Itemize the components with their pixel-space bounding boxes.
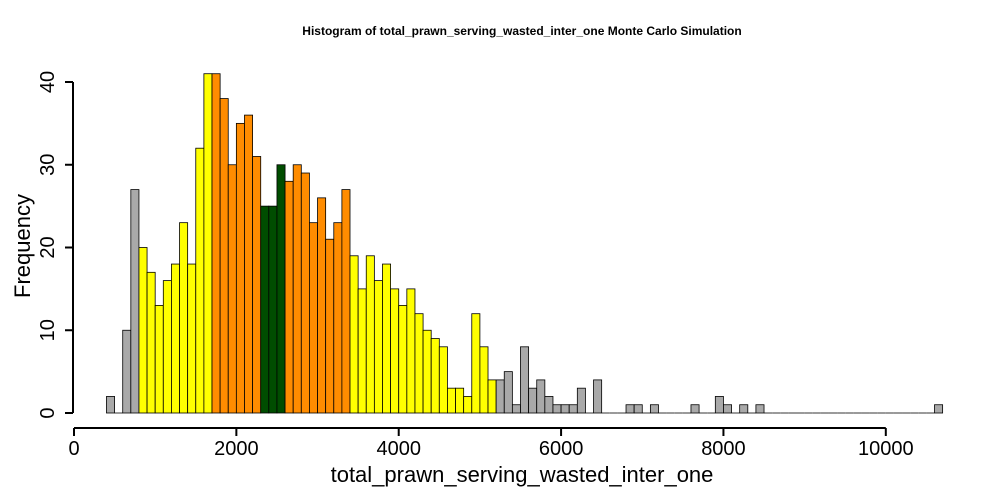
x-axis-label: total_prawn_serving_wasted_inter_one <box>331 462 714 487</box>
histogram-bar <box>568 404 578 414</box>
x-tick-label: 4000 <box>376 438 421 460</box>
histogram-bar <box>211 73 221 414</box>
histogram-bar <box>414 313 424 414</box>
histogram-bar <box>495 379 505 414</box>
histogram-bar <box>195 147 205 414</box>
histogram-bar <box>438 346 448 414</box>
histogram-bar <box>130 189 140 414</box>
histogram-bar <box>292 164 302 414</box>
histogram-bar <box>300 172 310 414</box>
histogram-bar <box>341 189 351 414</box>
y-tick-label: 40 <box>37 71 59 93</box>
histogram-bar <box>260 205 270 414</box>
histogram-bar <box>154 305 164 414</box>
histogram-bar <box>106 396 115 414</box>
bars-group <box>106 73 944 414</box>
histogram-bar <box>244 114 253 414</box>
y-axis: 0 10 20 30 40 <box>37 71 74 419</box>
histogram-bar <box>325 238 335 414</box>
histogram-bar <box>593 379 603 414</box>
histogram-bar <box>463 396 473 414</box>
histogram-bar <box>227 164 237 414</box>
x-tick-label: 2000 <box>214 438 259 460</box>
histogram-bar <box>576 387 586 414</box>
histogram-bar <box>536 379 546 414</box>
histogram-bar <box>373 280 383 414</box>
histogram-bar <box>138 247 148 414</box>
histogram-bar <box>511 404 521 414</box>
x-tick-label: 8000 <box>701 438 746 460</box>
histogram-bar <box>528 387 538 414</box>
histogram-bar <box>723 404 732 414</box>
x-tick-label: 0 <box>68 438 79 460</box>
histogram-bar <box>560 404 570 414</box>
histogram-bar <box>455 387 465 414</box>
histogram-bar <box>382 263 392 414</box>
histogram-bar <box>390 288 400 414</box>
histogram-bar <box>447 387 456 414</box>
chart-title: Histogram of total_prawn_serving_wasted_… <box>302 24 741 38</box>
histogram-bar <box>739 404 749 414</box>
histogram-bar <box>520 346 530 414</box>
x-tick-label: 10000 <box>858 438 914 460</box>
histogram-bar <box>649 404 659 414</box>
histogram-bar <box>179 222 189 414</box>
y-tick-label: 0 <box>37 407 59 418</box>
histogram-bar <box>544 396 554 414</box>
histogram-bar <box>365 255 375 414</box>
histogram-bar <box>162 280 172 414</box>
histogram-bar <box>503 371 513 414</box>
histogram-bar <box>479 346 489 414</box>
histogram-bar <box>471 313 481 414</box>
x-axis: 0 2000 4000 6000 8000 10000 <box>68 427 914 460</box>
histogram-bar <box>203 73 213 414</box>
histogram-bar <box>268 205 278 414</box>
histogram-bar <box>187 263 197 414</box>
histogram-bar <box>398 305 408 414</box>
histogram-bar <box>122 329 132 414</box>
histogram-bar <box>714 396 724 414</box>
y-tick-label: 20 <box>37 236 59 258</box>
histogram-bar <box>309 222 318 414</box>
histogram-bar <box>235 122 245 414</box>
histogram-bar <box>276 164 286 414</box>
histogram-bar <box>552 404 562 414</box>
histogram-bar <box>422 329 432 414</box>
histogram-bar <box>406 288 416 414</box>
histogram-bar <box>171 263 180 414</box>
histogram-bar <box>690 404 700 414</box>
y-tick-label: 10 <box>37 319 59 341</box>
histogram-bar <box>219 98 229 414</box>
histogram-bar <box>934 404 944 414</box>
histogram-bar <box>487 379 497 414</box>
y-axis-label: Frequency <box>10 194 35 298</box>
histogram-bar <box>333 222 343 414</box>
histogram-bar <box>317 197 327 414</box>
histogram-bar <box>755 404 765 414</box>
histogram-bar <box>430 338 440 414</box>
histogram-bar <box>633 404 643 414</box>
x-tick-label: 6000 <box>539 438 584 460</box>
histogram-bar <box>146 271 156 414</box>
histogram-bar <box>284 180 294 414</box>
y-tick-label: 30 <box>37 154 59 176</box>
histogram-bar <box>349 255 359 414</box>
histogram-bar <box>252 156 262 414</box>
histogram-bar <box>357 288 367 414</box>
histogram-bar <box>625 404 635 414</box>
